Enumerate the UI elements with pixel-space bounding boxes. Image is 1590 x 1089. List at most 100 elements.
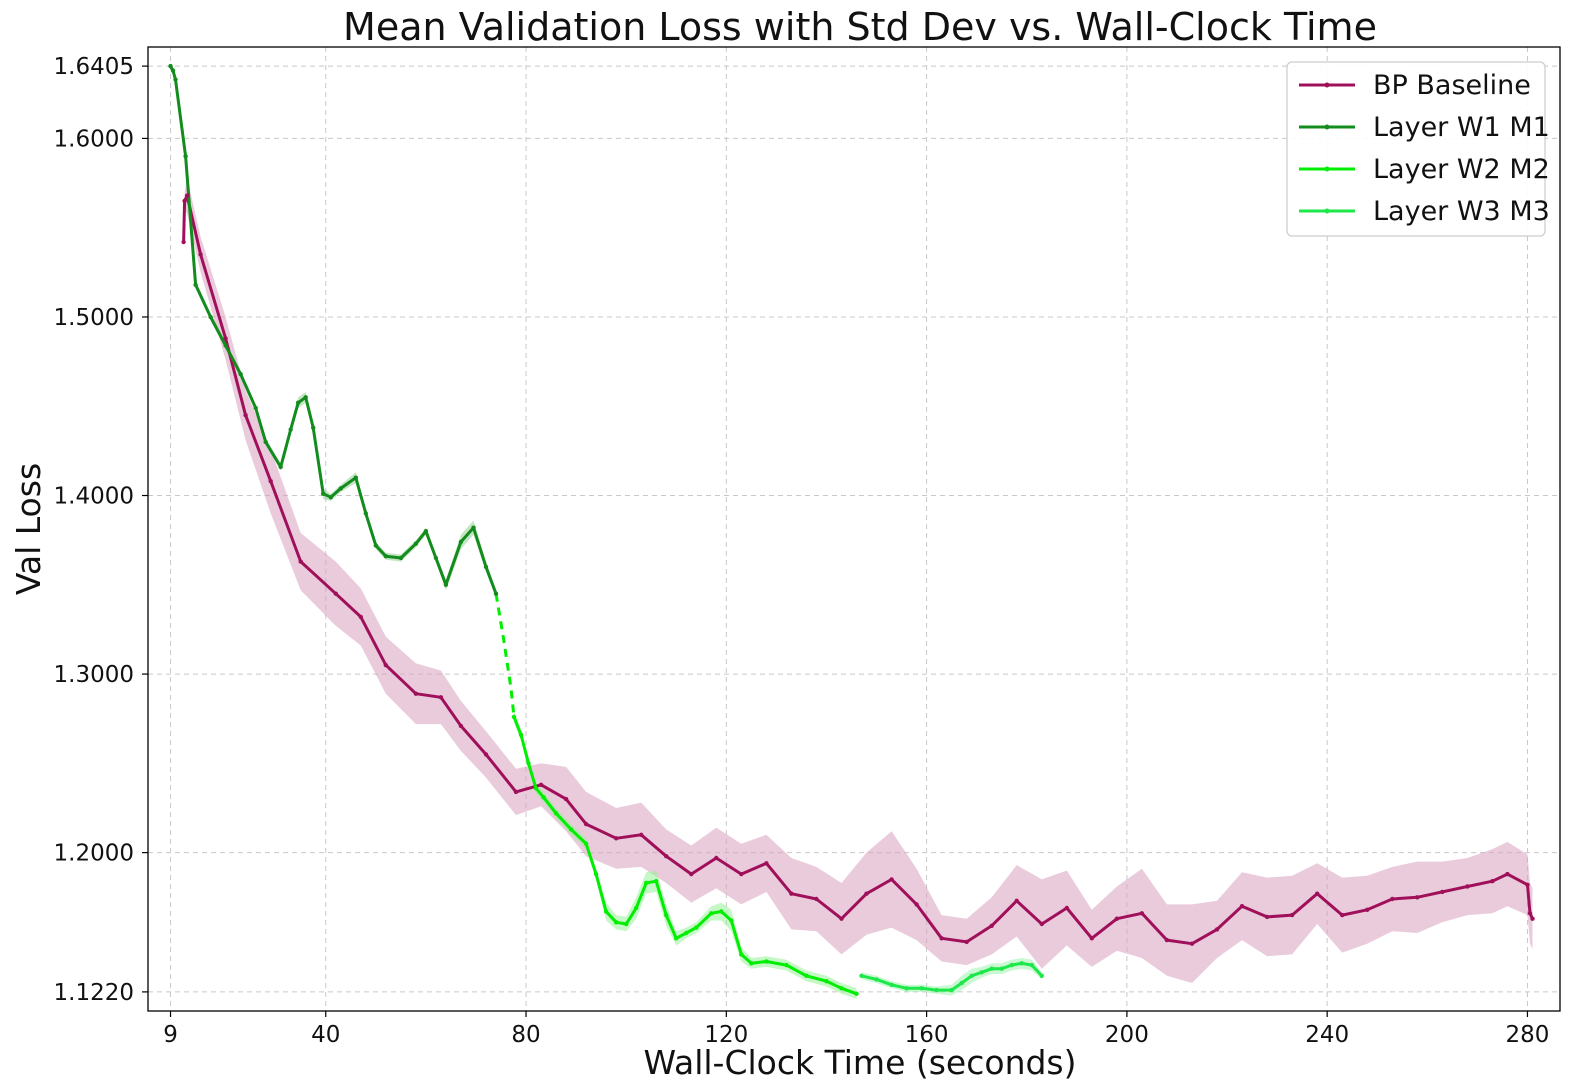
plot-frame [147,46,1561,1012]
layer-w1-m1-point [328,495,333,500]
bp-baseline-point [814,896,819,902]
layer-w2-m2-point [593,871,599,877]
y-tick-label: 1.1220 [54,980,134,1006]
legend-marker-layer-w2-m2 [1324,166,1330,172]
x-axis-label: Wall-Clock Time (seconds) [643,1043,1076,1082]
bp-baseline-point [939,936,944,941]
layer-w1-m1-point [398,555,404,561]
y-tick-label: 1.2000 [54,841,134,867]
layer-w3-m3-point [969,973,974,978]
x-tick-label: 120 [704,1022,748,1048]
layer-w3-m3-point [949,987,954,993]
layer-w1-m1-point [193,282,198,287]
layer-w3-m3-point [999,966,1004,971]
bp-baseline-point [789,891,794,896]
bp-baseline-point [182,198,187,204]
layer-w1-m1-point [338,486,343,491]
bp-baseline-point [1390,896,1395,902]
x-tick-label: 200 [1105,1022,1149,1048]
bp-baseline-point [1340,912,1345,918]
layer-w3-m3-point [979,970,984,975]
bp-baseline-point [839,916,844,921]
legend-marker-layer-w3-m3 [1324,208,1330,214]
layer-w2-m2-line [512,715,858,996]
layer-w1-m1-point [278,464,283,470]
y-axis-label: Val Loss [9,463,48,595]
layer-w1-m1-point [443,582,449,587]
layer-w2-m2-point [729,918,734,923]
bp-baseline-point [964,939,969,945]
layer-w1-m1-point [373,543,378,548]
y-tick-label: 1.6000 [54,126,134,152]
legend-marker-layer-w1-m1 [1324,124,1330,130]
layer-w1-m1-point [183,154,188,159]
bp-baseline-std-band [183,177,1533,983]
bp-baseline-point [1465,884,1470,889]
layer-w1-m1-point [471,525,476,530]
legend-label-layer-w1-m1: Layer W1 M1 [1373,112,1550,143]
layer-w2-m2-point [839,986,844,991]
layer-w1-m1-point [363,511,368,516]
layer-w2-m2-point [804,973,809,978]
layer-w1-m1-point [238,371,243,377]
layer-w3-m3-line [860,961,1044,992]
layer-w2-m2-dashed-connector [494,593,516,718]
bp-baseline-point [1505,871,1510,877]
bp-baseline-point [1114,916,1120,921]
layer-w1-m1-point [413,541,419,546]
layer-w2-m2-point [694,925,699,930]
bp-baseline-point [1039,921,1045,927]
legend-label-bp-baseline: BP Baseline [1373,70,1531,101]
bp-baseline-point [583,821,589,827]
layer-w3-m3-point [1029,962,1035,968]
bp-baseline-point [563,796,569,802]
layer-w1-m1-point [303,395,308,400]
bp-baseline-point [639,832,644,837]
layer-w2-m2-point [568,827,574,832]
layer-w2-m2-point [764,959,769,964]
layer-w3-m3-point [919,986,924,991]
bp-baseline-point [298,559,303,564]
bp-baseline-point [1527,911,1533,916]
bp-baseline-point [1530,916,1535,921]
bp-baseline-point [1089,936,1095,941]
layer-w3-m3-point [904,986,909,991]
bp-baseline-point [1440,889,1445,895]
layer-w2-m2-point [654,879,659,884]
layer-w2-m2-point [511,714,517,720]
bp-baseline-point [1264,914,1270,920]
bp-baseline-point [1315,891,1320,896]
bp-baseline-point [864,891,869,896]
axis-ticks: 9 40 80 120 160 200 240 280 1.1220 1.2000 1.3000 1.… [54,54,1550,1048]
layer-w2-m2-point [749,961,754,966]
bp-baseline-point [1490,879,1495,884]
layer-w1-m1-point [253,405,258,411]
layer-w2-m2-point [541,795,546,800]
x-tick-label: 160 [905,1022,949,1048]
bp-baseline-point [1164,937,1170,943]
layer-w3-m3-point [874,977,879,982]
bp-baseline-point [438,695,444,700]
layer-w3-m3-point [1009,962,1014,968]
layer-w1-m1-point [173,77,178,82]
layer-w2-m2-point [644,880,649,886]
bp-baseline-point [513,789,519,795]
layer-w1-m1-std-band [170,66,496,598]
bp-baseline-point [1525,882,1530,887]
layer-w2-m2-point [684,930,689,936]
bp-baseline-point [184,193,190,198]
bp-baseline-point [358,614,363,620]
layer-w1-m1-point [321,491,326,496]
bp-baseline-point [764,861,769,866]
bp-baseline-point [989,923,994,928]
series-markers [168,63,1535,996]
x-tick-label: 9 [163,1022,178,1048]
layer-w1-m1-point [423,529,429,534]
bp-baseline-point [181,239,186,245]
bp-baseline-point [458,723,464,729]
layer-w1-m1-point [383,554,388,559]
bp-baseline-point [198,252,203,257]
layer-w1-m1-point [223,343,228,348]
